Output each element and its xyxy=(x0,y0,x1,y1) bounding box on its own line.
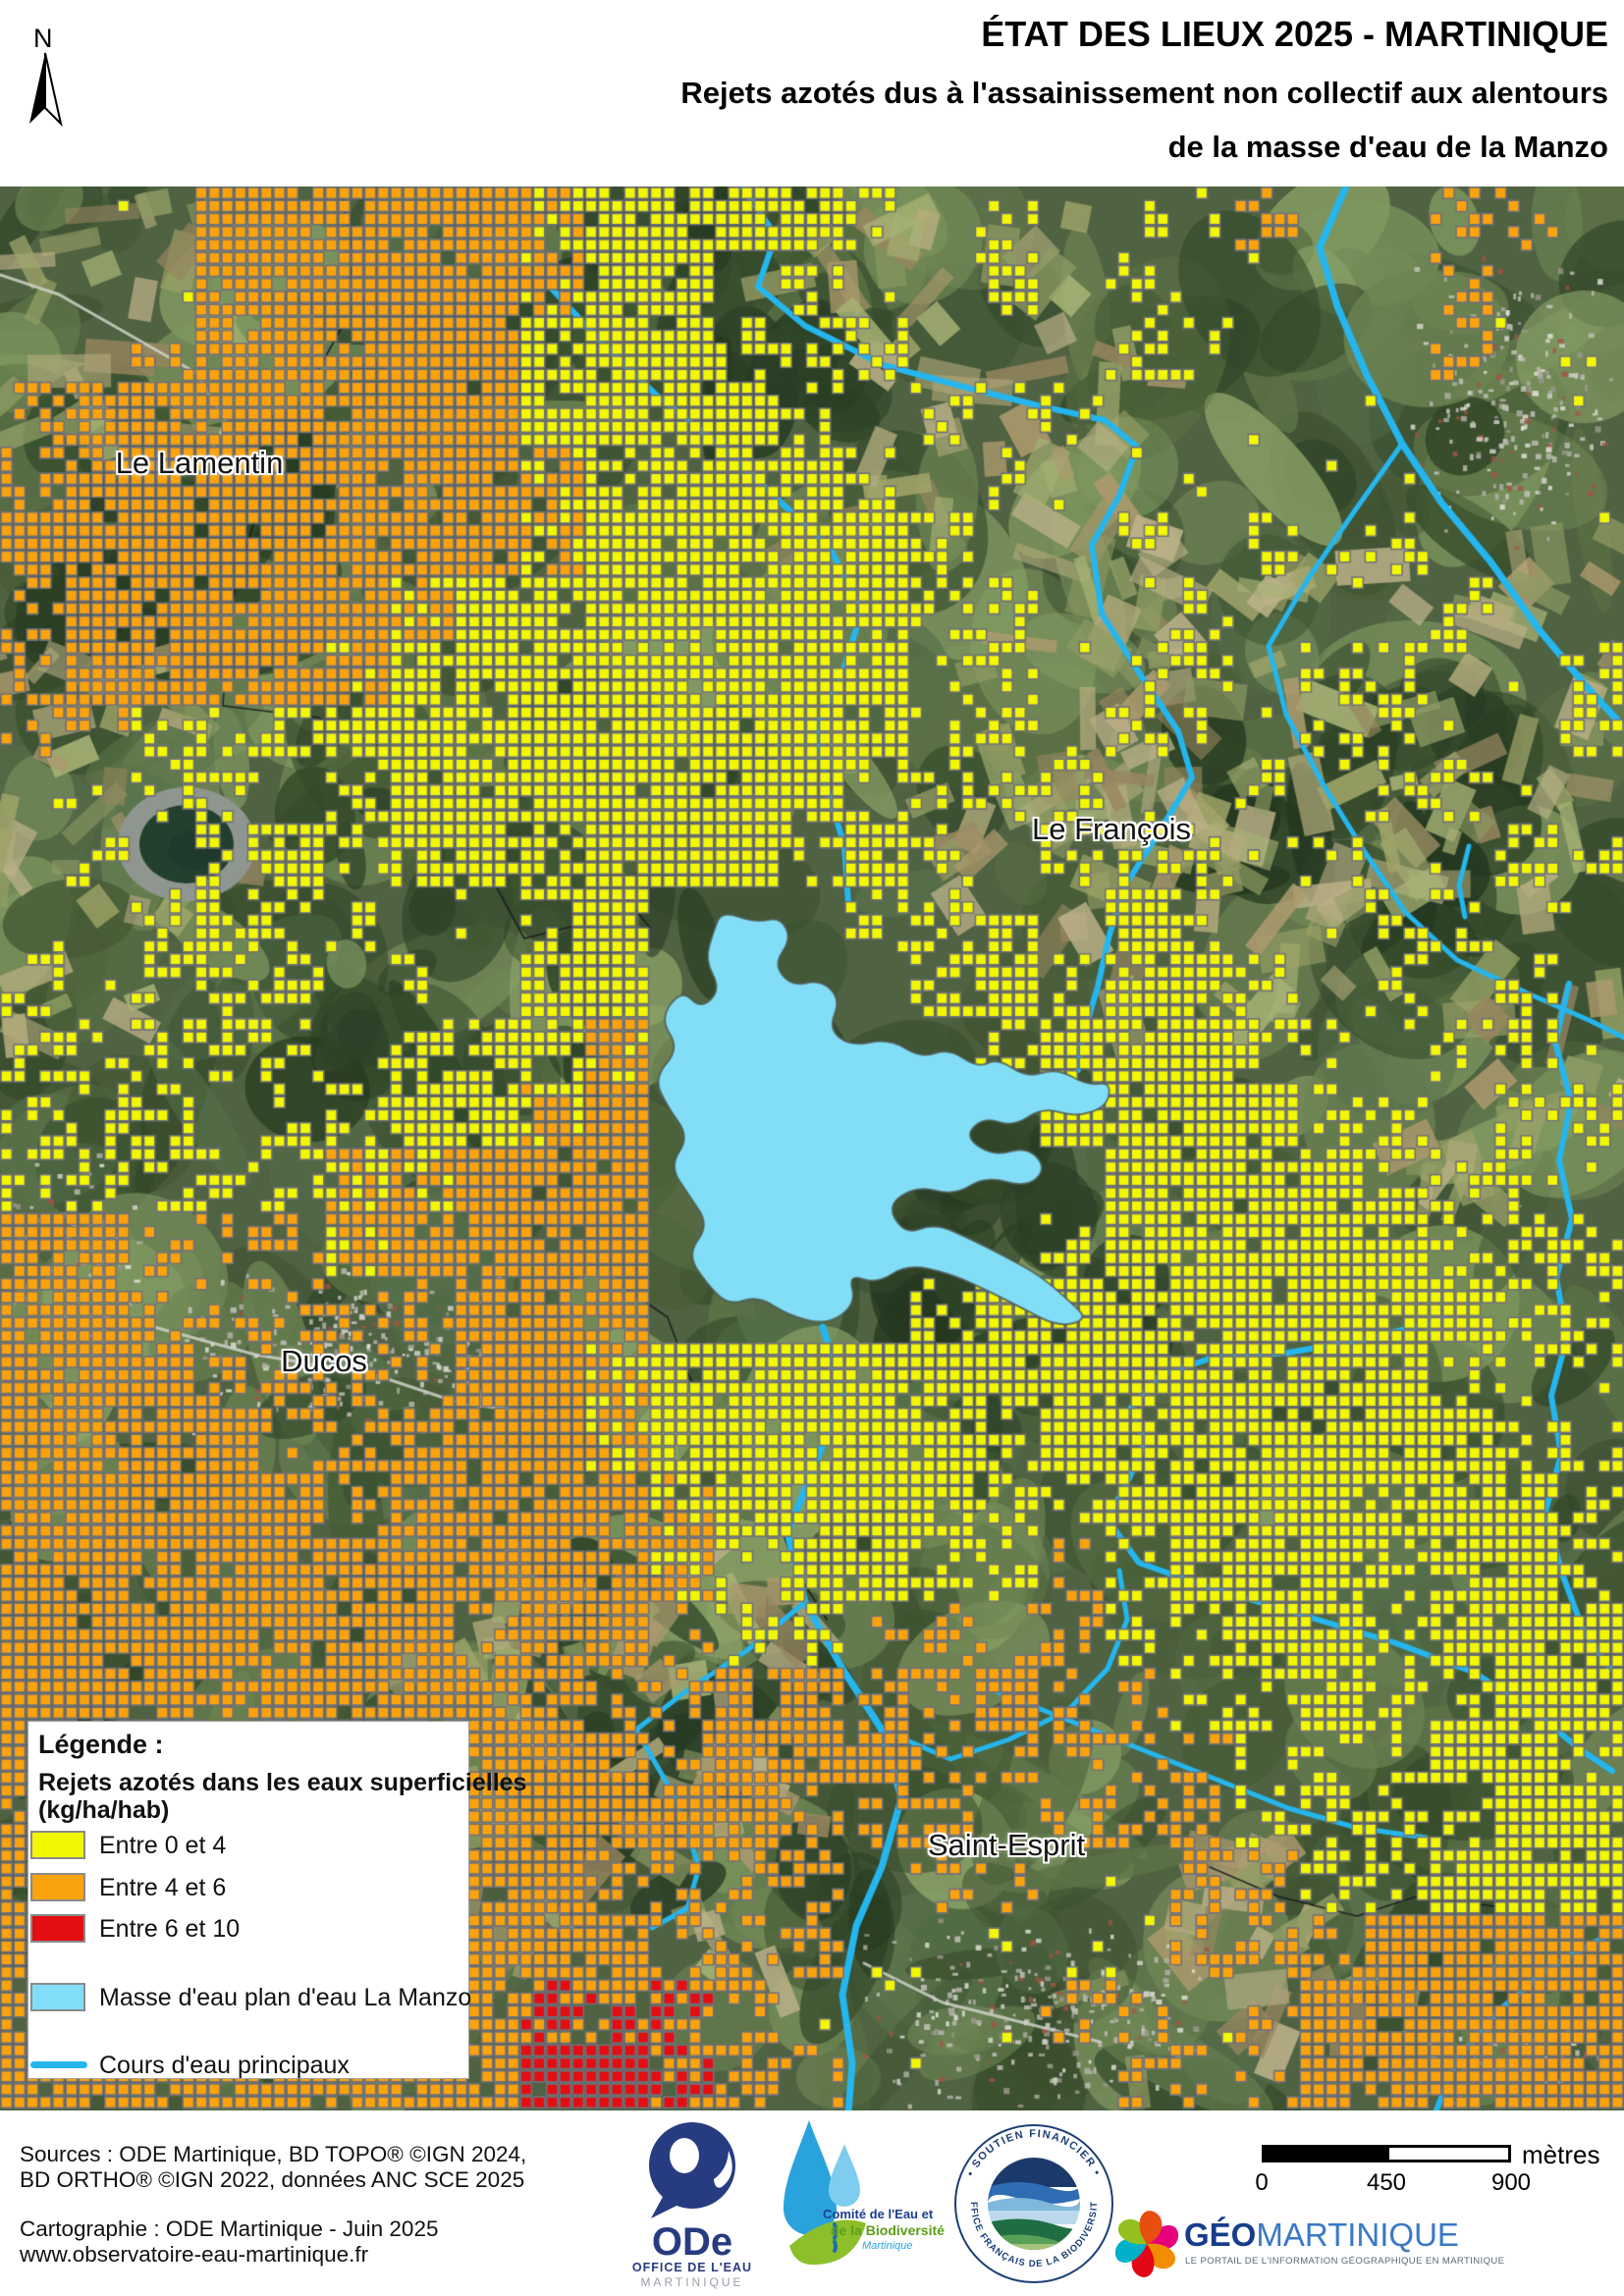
sources-line1: Sources : ODE Martinique, BD TOPO® ©IGN … xyxy=(20,2142,527,2166)
ode-logo-line1: OFFICE DE L'EAU xyxy=(631,2261,753,2274)
cartography-line1: Cartographie : ODE Martinique - Juin 202… xyxy=(20,2216,439,2241)
comite-logo-line2: de la Biodiversité xyxy=(831,2222,945,2238)
north-arrow: N xyxy=(24,24,67,132)
website-url: www.observatoire-eau-martinique.fr xyxy=(20,2242,369,2267)
scalebar-tick-450: 450 xyxy=(1366,2169,1407,2196)
ofb-logo-icon: • SOUTIEN FINANCIER • OFFICE FRANÇAIS DE… xyxy=(950,2120,1113,2283)
legend-swatch-waterbody xyxy=(30,1983,85,2011)
legend-subtitle-line1: Rejets azotés dans les eaux superficiell… xyxy=(38,1769,527,1796)
page-title-line3: de la masse d'eau de la Manzo xyxy=(1167,130,1608,164)
legend-label: Masse d'eau plan d'eau La Manzo xyxy=(99,1984,472,2011)
geo-logo-tagline: LE PORTAIL DE L'INFORMATION GÉOGRAPHIQUE… xyxy=(1185,2256,1505,2267)
comite-logo-line3: Martinique xyxy=(862,2240,913,2252)
page-title-line2: Rejets azotés dus à l'assainissement non… xyxy=(680,76,1608,110)
comite-logo-line1: Comité de l'Eau et xyxy=(823,2207,934,2221)
legend-label: Cours d'eau principaux xyxy=(99,2052,350,2079)
legend-item-rivers: Cours d'eau principaux xyxy=(28,2051,468,2080)
scalebar-unit: mètres xyxy=(1522,2140,1600,2169)
scalebar-tick-0: 0 xyxy=(1255,2169,1269,2196)
sources-line2: BD ORTHO® ©IGN 2022, données ANC SCE 202… xyxy=(20,2167,525,2192)
legend: Légende : Rejets azotés dans les eaux su… xyxy=(27,1721,526,2080)
map-area: Le Lamentin Le François Ducos Saint-Espr… xyxy=(0,187,1624,2110)
ode-logo-line2: MARTINIQUE xyxy=(640,2275,744,2289)
footer: Sources : ODE Martinique, BD TOPO® ©IGN … xyxy=(0,2110,1624,2296)
scalebar-segment-empty xyxy=(1386,2145,1511,2163)
legend-label: Entre 0 et 4 xyxy=(99,1832,227,1859)
legend-swatch-river-line xyxy=(30,2061,87,2068)
legend-swatch-orange xyxy=(30,1873,85,1901)
legend-label: Entre 6 et 10 xyxy=(99,1915,241,1943)
place-label-le-lamentin: Le Lamentin xyxy=(115,446,284,480)
geo-logo-rest: MARTINIQUE xyxy=(1256,2216,1459,2253)
geomartinique-logo-icon xyxy=(1114,2211,1179,2277)
ode-logo-icon xyxy=(649,2122,735,2218)
legend-item-0-4: Entre 0 et 4 xyxy=(28,1831,468,1860)
north-label: N xyxy=(33,24,53,53)
legend-item-6-10: Entre 6 et 10 xyxy=(28,1914,468,1944)
scalebar-segment-filled xyxy=(1262,2145,1386,2163)
ode-logo-acronym: ODe xyxy=(651,2220,733,2264)
geo-logo-bold: GÉO xyxy=(1184,2216,1257,2253)
header: N ÉTAT DES LIEUX 2025 - MARTINIQUE Rejet… xyxy=(0,0,1624,187)
page-title-line1: ÉTAT DES LIEUX 2025 - MARTINIQUE xyxy=(981,14,1608,54)
legend-swatch-yellow xyxy=(30,1831,85,1859)
legend-subtitle-line2: (kg/ha/hab) xyxy=(38,1796,170,1824)
legend-item-waterbody: Masse d'eau plan d'eau La Manzo xyxy=(28,1983,472,2012)
place-label-le-francois: Le François xyxy=(1032,812,1191,846)
legend-item-4-6: Entre 4 et 6 xyxy=(28,1873,468,1902)
legend-title: Légende : xyxy=(38,1730,164,1759)
scalebar-tick-900: 900 xyxy=(1490,2169,1532,2196)
place-label-saint-esprit: Saint-Esprit xyxy=(927,1828,1086,1862)
legend-swatch-red xyxy=(30,1914,85,1943)
north-arrow-icon xyxy=(29,52,63,128)
legend-label: Entre 4 et 6 xyxy=(99,1874,227,1901)
place-label-ducos: Ducos xyxy=(281,1344,367,1378)
comite-eau-biodiversite-logo-icon xyxy=(784,2120,866,2266)
